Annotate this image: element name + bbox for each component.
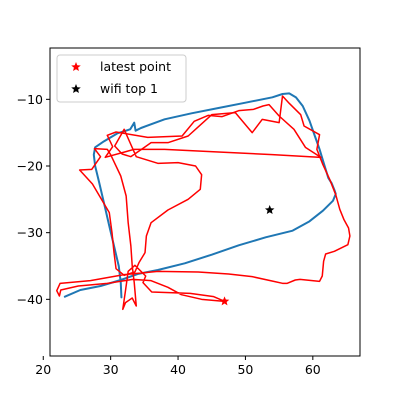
series-line-1 [55,95,351,311]
wifi-top-star-icon [264,205,275,215]
x-tick-label: 50 [237,362,253,377]
series-layer [55,92,351,311]
y-tick-label: −10 [17,92,43,107]
legend-label-latest-point: latest point [100,59,171,74]
x-tick-label: 60 [305,362,321,377]
y-tick-label: −20 [17,159,43,174]
series-line-2 [104,103,322,159]
series-line-0 [63,92,337,299]
marker-layer [219,205,275,306]
legend-label-wifi-top: wifi top 1 [100,81,158,96]
legend: latest point wifi top 1 [56,54,187,103]
y-tick-label: −40 [17,292,43,307]
axes-frame [49,47,361,357]
x-tick-label: 40 [170,362,186,377]
legend-wifi-top-star-icon [71,84,81,94]
x-tick-label: 30 [103,362,119,377]
latest-point-star-icon [219,296,230,306]
axes-layer: 20 30 40 50 60 −40 −30 −20 −10 [17,47,361,377]
legend-box [56,54,187,103]
legend-latest-point-star-icon [71,62,81,72]
y-tick-label: −30 [17,225,43,240]
x-tick-label: 20 [35,362,51,377]
